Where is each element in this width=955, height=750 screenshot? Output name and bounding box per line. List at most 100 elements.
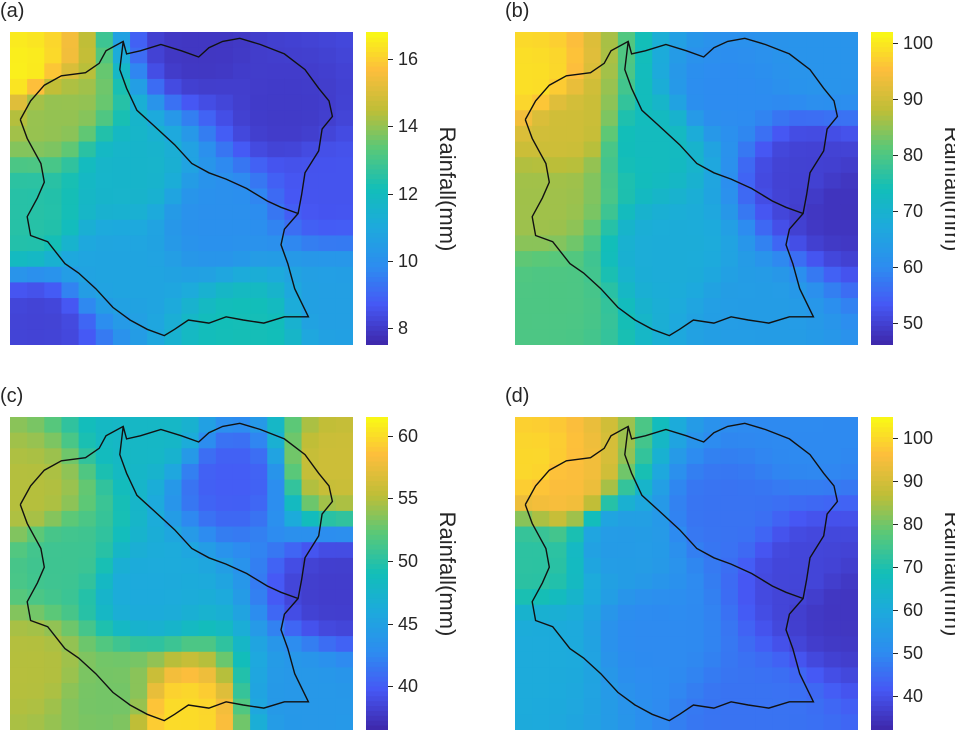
colorbar-segment xyxy=(871,315,893,322)
heatmap-cell xyxy=(600,329,619,345)
panel-d: (d) 40 50 60 70 80 90 100 Rainfall(mm) xyxy=(505,385,955,750)
colorbar-segment xyxy=(871,666,893,672)
heatmap-cell xyxy=(755,63,773,80)
heatmap-cell xyxy=(78,542,97,559)
heatmap-cell xyxy=(566,251,585,268)
heatmap-cell xyxy=(737,557,756,575)
heatmap-cell xyxy=(566,604,585,622)
heatmap-cell xyxy=(652,542,670,559)
heatmap-cell xyxy=(10,63,28,80)
heatmap-cell xyxy=(566,667,585,684)
colorbar-segment xyxy=(871,558,893,565)
heatmap-cell xyxy=(147,698,165,715)
heatmap-cell xyxy=(583,636,602,653)
heatmap-cell xyxy=(198,110,217,127)
heatmap-cell xyxy=(703,47,722,64)
heatmap-cell xyxy=(95,47,114,64)
heatmap-cell xyxy=(515,479,533,496)
heatmap-cell xyxy=(112,94,131,111)
heatmap-cell xyxy=(600,417,619,434)
heatmap-cell xyxy=(250,463,268,481)
colorbar-segment xyxy=(871,276,893,282)
heatmap-cell xyxy=(284,526,303,543)
heatmap-cell xyxy=(318,636,337,653)
heatmap-cell xyxy=(635,589,653,606)
heatmap-cell xyxy=(737,204,756,221)
heatmap-cell xyxy=(112,204,131,221)
heatmap-cell xyxy=(703,219,722,237)
heatmap-cell xyxy=(600,448,619,465)
heatmap-cell xyxy=(549,110,568,127)
heatmap-cell xyxy=(652,125,670,143)
heatmap-cell xyxy=(215,620,234,637)
heatmap-cell xyxy=(686,298,705,315)
heatmap-cell xyxy=(78,698,97,715)
heatmap-cell xyxy=(250,298,268,315)
heatmap-cell xyxy=(566,448,585,465)
colorbar-segment xyxy=(871,456,893,462)
heatmap-cell xyxy=(669,463,688,481)
heatmap-cell xyxy=(583,298,602,315)
colorbar-title: Rainfall(mm) xyxy=(430,32,464,345)
heatmap-cell xyxy=(301,463,320,481)
heatmap-cell xyxy=(130,157,148,174)
heatmap-cell xyxy=(635,313,653,330)
heatmap-cell xyxy=(10,479,28,496)
heatmap-cell xyxy=(44,604,63,622)
heatmap-cell xyxy=(215,604,234,622)
heatmap-cell xyxy=(130,573,148,590)
heatmap-cell xyxy=(335,573,353,590)
heatmap-cell xyxy=(27,479,45,496)
heatmap-cell xyxy=(95,432,114,449)
heatmap-cell xyxy=(583,204,602,221)
heatmap-cell xyxy=(198,125,217,143)
heatmap-cell xyxy=(549,235,568,252)
heatmap-cell xyxy=(755,526,773,543)
heatmap-cell xyxy=(301,47,320,64)
heatmap-cell xyxy=(703,495,722,512)
heatmap-cell xyxy=(720,604,739,622)
panel-c: (c) 40 45 50 55 60 Rainfall(mm) xyxy=(0,385,470,750)
heatmap-cell xyxy=(27,47,45,64)
heatmap-cell xyxy=(755,510,773,528)
heatmap-cell xyxy=(335,495,353,512)
heatmap-cell xyxy=(720,188,739,205)
heatmap-cell xyxy=(669,204,688,221)
heatmap-cell xyxy=(720,32,739,49)
heatmap-cell xyxy=(755,251,773,268)
heatmap-cell xyxy=(600,204,619,221)
heatmap-cell xyxy=(772,188,790,205)
heatmap-cell xyxy=(600,542,619,559)
heatmap-cell xyxy=(806,557,825,575)
heatmap-cell xyxy=(335,172,353,190)
colorbar-segment xyxy=(366,583,388,589)
heatmap-cell xyxy=(755,32,773,49)
colorbar-segment xyxy=(366,242,388,248)
heatmap-cell xyxy=(78,604,97,622)
heatmap-cell xyxy=(532,125,550,143)
heatmap-cell xyxy=(566,266,585,283)
heatmap-cell xyxy=(652,495,670,512)
colorbar-segment xyxy=(871,139,893,145)
heatmap-cell xyxy=(772,604,790,622)
colorbar-segment xyxy=(366,700,388,707)
colorbar-segment xyxy=(366,281,388,287)
heatmap-cell xyxy=(78,636,97,653)
colorbar-title: Rainfall(mm) xyxy=(935,417,955,730)
heatmap-cell xyxy=(583,188,602,205)
heatmap-cell xyxy=(840,266,858,283)
heatmap-cell xyxy=(318,78,337,96)
panel-label: (a) xyxy=(0,0,25,22)
heatmap-cell xyxy=(284,620,303,637)
heatmap-cell xyxy=(284,698,303,715)
heatmap-cell xyxy=(549,204,568,221)
heatmap-cell xyxy=(652,698,670,715)
heatmap-cell xyxy=(198,219,217,237)
colorbar-segment xyxy=(871,505,893,511)
colorbar-segment xyxy=(366,193,388,199)
heatmap-cell xyxy=(515,463,533,481)
colorbar-segment xyxy=(366,149,388,155)
heatmap-cell xyxy=(95,620,114,637)
heatmap-cell xyxy=(635,157,653,174)
heatmap-cell xyxy=(112,313,131,330)
